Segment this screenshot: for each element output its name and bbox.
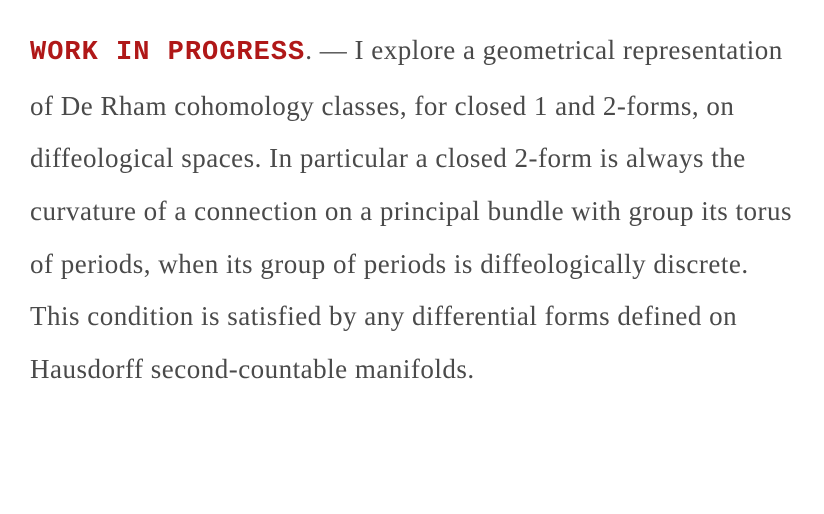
abstract-body-text: I explore a geometrical representation o… [30, 35, 792, 384]
abstract-separator: . — [305, 35, 354, 65]
abstract-paragraph: WORK IN PROGRESS. — I explore a geometri… [30, 24, 794, 395]
work-in-progress-label: WORK IN PROGRESS [30, 38, 305, 68]
